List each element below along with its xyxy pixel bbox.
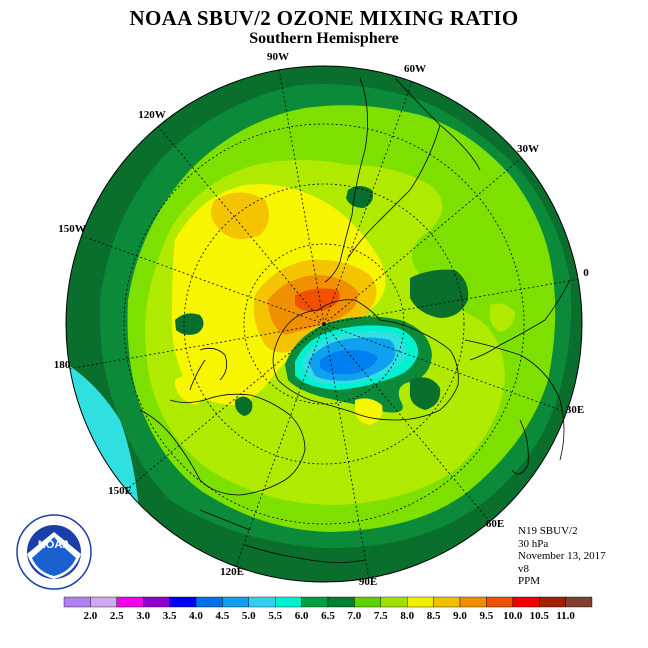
info-block: N19 SBUV/2 30 hPa November 13, 2017 v8 P… (518, 525, 606, 588)
field-island-a (410, 269, 469, 318)
field-island-c (346, 186, 373, 208)
coastlines (139, 77, 571, 563)
info-units: PPM (518, 575, 541, 587)
field-band-4-5 (320, 350, 378, 375)
longitude-label: 60E (486, 518, 504, 530)
graticule (65, 65, 583, 583)
map-title: NOAA SBUV/2 OZONE MIXING RATIO (129, 6, 519, 30)
longitude-label: 150W (58, 223, 86, 235)
map-subtitle: Southern Hemisphere (249, 30, 399, 47)
longitude-label: 180 (54, 359, 71, 371)
info-date: November 13, 2017 (518, 550, 606, 562)
longitude-label: 120W (138, 109, 166, 121)
field-island-e (409, 377, 441, 410)
latitude-circle-c (243, 243, 405, 405)
longitude-label: 60W (404, 63, 426, 75)
longitude-label: 120E (220, 566, 244, 578)
latitude-circle-a (123, 123, 525, 525)
longitude-label: 90W (267, 51, 289, 63)
info-satellite: N19 SBUV/2 (518, 525, 578, 537)
longitude-labels: 90W 60W 30W 0 30E 60E 90E 120E 150E 180 150W 120W (54, 51, 590, 588)
field-band-10-0 (295, 288, 340, 312)
field-patch-a (175, 375, 207, 405)
field-island-d (234, 396, 253, 416)
field-patch-c (489, 303, 515, 332)
longitude-label: 30W (517, 143, 539, 155)
longitude-label: 90E (359, 576, 377, 588)
field-island-b (175, 313, 204, 335)
info-version: v8 (518, 562, 529, 575)
latitude-circle-b (183, 183, 465, 465)
longitude-label: 0 (583, 267, 589, 279)
info-level: 30 hPa (518, 537, 549, 550)
field-band-9-0-a (211, 192, 269, 239)
longitude-label: 30E (566, 404, 584, 416)
longitude-label: 150E (108, 485, 132, 497)
